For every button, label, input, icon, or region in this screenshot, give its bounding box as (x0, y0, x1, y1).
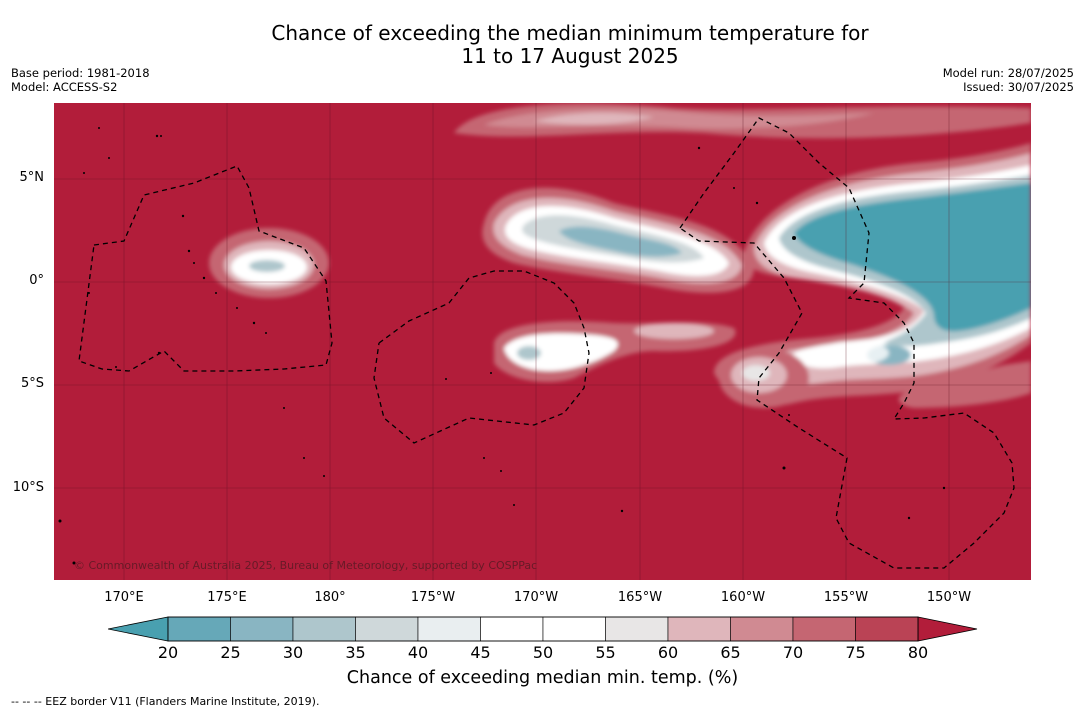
field-south-strip-light (634, 323, 714, 339)
colorbar-tick-label: 75 (845, 643, 866, 662)
anomaly-fields (209, 103, 1031, 408)
model-run-text: Model run: 28/07/2025 (942, 66, 1074, 80)
colorbar-tick-label: 20 (157, 643, 179, 662)
title-line-2: 11 to 17 August 2025 (461, 44, 679, 68)
colorbar-cell (667, 616, 731, 642)
colorbar-tick-label: 50 (532, 643, 554, 662)
field-160w-patch-core (742, 365, 770, 381)
colorbar-tick-label: 55 (595, 643, 616, 662)
eez-phoenix (373, 270, 590, 444)
colorbar-tick-label: 60 (657, 643, 679, 662)
lat-label-10s: 10°S (12, 480, 44, 495)
colorbar-tick-label: 45 (470, 643, 491, 662)
colorbar-tick-label: 40 (407, 643, 429, 662)
model-info: Base period: 1981-2018 Model: ACCESS-S2 (11, 66, 150, 94)
lon-label-160w: 160°W (720, 590, 766, 605)
lon-label-150w: 150°W (926, 590, 972, 605)
run-info: Model run: 28/07/2025 Issued: 30/07/2025 (943, 66, 1074, 94)
colorbar-cell (542, 616, 606, 642)
colorbar-title: Chance of exceeding median min. temp. (%… (346, 668, 739, 688)
field-south-blob-white (504, 333, 618, 371)
lon-label-165w: 165°W (617, 590, 663, 605)
lat-label-5s: 5°S (20, 376, 44, 391)
field-west-blob-core (249, 260, 285, 272)
model-name-text: Model: ACCESS-S2 (11, 80, 118, 94)
field-central-band-core (559, 226, 682, 257)
field-southeast-tail (898, 361, 1031, 408)
lon-label-155w: 155°W (823, 590, 869, 605)
colorbar-tick-label: 25 (220, 643, 241, 662)
forecast-map[interactable] (54, 103, 1031, 580)
map-svg (54, 103, 1031, 580)
field-east-lower-white (819, 341, 889, 365)
field-south-blob-core (517, 346, 541, 360)
colorbar-tick-label: 70 (782, 643, 804, 662)
colorbar-cell (167, 616, 231, 642)
field-east-core (794, 183, 1031, 332)
colorbar-cell (230, 616, 294, 642)
chart-title: Chance of exceeding the median minimum t… (0, 22, 1085, 68)
copyright-credit: © Commonwealth of Australia 2025, Bureau… (74, 559, 538, 572)
colorbar-cell (292, 616, 356, 642)
islands (58, 127, 946, 565)
colorbar-cell (605, 616, 669, 642)
colorbar-cell (355, 616, 419, 642)
colorbar-high-extend (917, 616, 978, 642)
colorbar-cells (167, 616, 919, 642)
lon-label-180: 180° (314, 590, 346, 605)
field-north-strip-core (534, 112, 654, 125)
title-line-1: Chance of exceeding the median minimum t… (271, 21, 869, 45)
eez-borders (78, 117, 1015, 569)
eez-legend: -- -- -- EEZ border V11 (Flanders Marine… (11, 695, 320, 708)
lon-label-170e: 170°E (104, 590, 144, 605)
lon-label-175w: 175°W (410, 590, 456, 605)
graticule (54, 103, 1031, 580)
colorbar-cell (480, 616, 544, 642)
lon-label-170w: 170°W (513, 590, 559, 605)
eez-gilbert (78, 165, 333, 372)
colorbar-tick-label: 65 (720, 643, 741, 662)
base-period-text: Base period: 1981-2018 (11, 66, 150, 80)
colorbar-cell (792, 616, 856, 642)
colorbar-tick-label: 30 (282, 643, 304, 662)
colorbar-low-extend (107, 616, 169, 642)
issued-text: Issued: 30/07/2025 (963, 80, 1074, 94)
colorbar-cell (730, 616, 794, 642)
colorbar (107, 616, 978, 642)
colorbar-cell (855, 616, 919, 642)
colorbar-tick-label: 35 (345, 643, 366, 662)
colorbar-tick-label: 80 (907, 643, 929, 662)
lat-label-0: 0° (29, 273, 44, 288)
colorbar-svg (107, 616, 978, 642)
lon-label-175e: 175°E (207, 590, 247, 605)
lat-label-5n: 5°N (19, 170, 45, 185)
colorbar-cell (417, 616, 481, 642)
